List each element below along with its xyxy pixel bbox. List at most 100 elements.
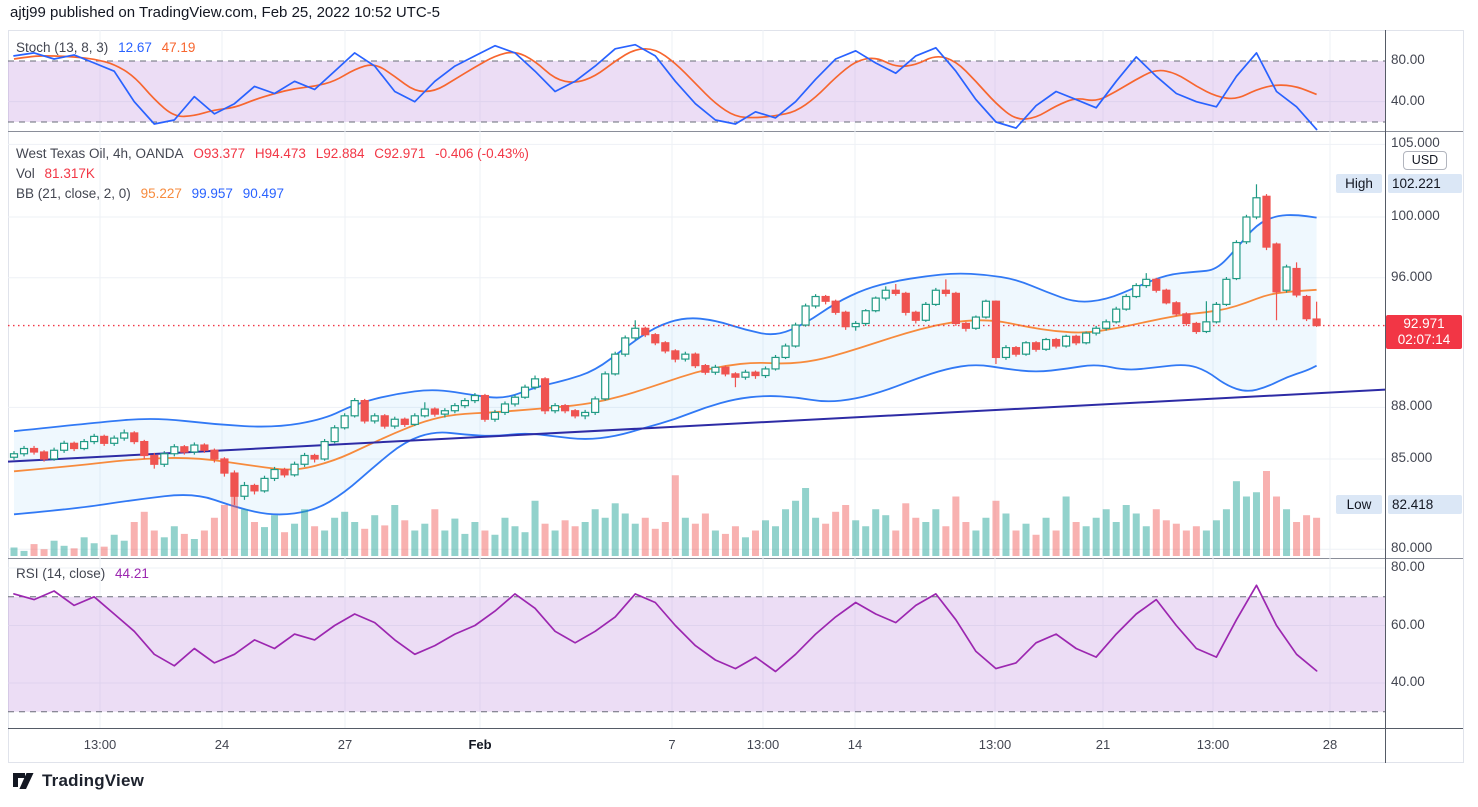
volume-bar (731, 526, 739, 556)
candle-body (1152, 278, 1161, 291)
volume-bar (792, 500, 800, 556)
volume-bar (661, 522, 669, 556)
volume-bar (611, 503, 619, 556)
separator-main-rsi[interactable] (8, 558, 1463, 559)
time-tick-label: 13:00 (83, 737, 117, 752)
volume-bar (30, 544, 38, 556)
bb-lower-line (13, 364, 1317, 516)
volume-bar (491, 534, 499, 556)
volume-bar (90, 543, 98, 556)
volume-bar (942, 526, 950, 556)
volume-bar (621, 513, 629, 556)
volume-bar (220, 505, 228, 556)
volume-bar (1303, 515, 1311, 556)
currency-badge[interactable]: USD (1403, 151, 1447, 170)
volume-bar (551, 530, 559, 556)
candle-body (991, 300, 1001, 359)
volume-bar (892, 530, 900, 556)
volume-bar (782, 509, 790, 556)
price-tick-label: 105.000 (1391, 135, 1440, 151)
candle-body (821, 295, 830, 302)
price-pane[interactable] (8, 131, 1385, 558)
candle-body (611, 353, 620, 375)
volume-bar (671, 475, 679, 556)
candle-body (540, 378, 550, 412)
candle-body (661, 342, 670, 352)
volume-bar (581, 522, 589, 556)
volume-bar (762, 520, 769, 556)
volume-bar (311, 526, 319, 556)
volume-bar (691, 523, 699, 556)
volume-bar (1263, 471, 1270, 556)
volume-bar (1082, 526, 1090, 556)
tradingview-logo-icon (13, 773, 34, 789)
volume-bar (70, 548, 78, 556)
candle-body (130, 432, 139, 443)
volume-bar (1212, 520, 1220, 556)
volume-bar (842, 505, 850, 556)
candle-body (260, 477, 269, 492)
candle-body (1041, 338, 1051, 350)
volume-bar (541, 523, 549, 556)
volume-bar (180, 533, 188, 556)
stochastic-pane[interactable] (8, 30, 1385, 131)
volume-bar (711, 530, 719, 556)
volume-bar (741, 537, 749, 556)
candle-body (1011, 347, 1021, 355)
volume-bar (1242, 496, 1250, 556)
candle-body (771, 356, 780, 370)
candle-body (641, 327, 650, 336)
volume-bar (1192, 526, 1200, 556)
candle-body (200, 444, 209, 451)
volume-bar (862, 526, 870, 556)
candle-body (470, 394, 480, 402)
candle-body (1001, 347, 1011, 359)
time-tick-label: 14 (847, 737, 863, 752)
tradingview-logo[interactable]: TradingView (12, 771, 144, 791)
volume-bar (631, 523, 639, 556)
volume-bar (361, 528, 369, 556)
volume-bar (60, 545, 68, 556)
candle-body (871, 297, 880, 312)
candle-body (190, 444, 199, 453)
volume-bar (1182, 530, 1190, 556)
candle-body (1182, 313, 1191, 325)
candle-body (140, 440, 149, 457)
candle-body (1192, 322, 1201, 333)
candle-body (901, 292, 910, 313)
candle-body (320, 440, 329, 460)
volume-bar (832, 511, 840, 556)
volume-bar (952, 496, 960, 556)
candle-body (1061, 335, 1071, 347)
last-price-countdown-badge: 92.971 02:07:14 (1386, 314, 1462, 349)
volume-bar (281, 532, 289, 556)
candle-body (400, 418, 409, 425)
published-header-title: ajtj99 published on TradingView.com, Feb… (10, 4, 440, 21)
separator-stoch-main[interactable] (8, 131, 1463, 132)
candle-body (100, 435, 109, 444)
rsi-tick-label: 40.00 (1391, 674, 1425, 689)
volume-bar (812, 517, 820, 556)
candle-body (80, 440, 89, 450)
volume-bar (371, 515, 379, 556)
candle-body (110, 437, 119, 444)
volume-bar (10, 547, 18, 556)
candle-body (180, 446, 189, 453)
rsi-pane[interactable] (8, 558, 1385, 728)
candle-body (210, 449, 219, 460)
volume-bar (1052, 530, 1060, 556)
candle-body (160, 453, 169, 465)
volume-bar (421, 523, 429, 556)
volume-bar (381, 525, 389, 556)
volume-bar (240, 509, 248, 556)
candle-body (240, 484, 249, 497)
candle-body (420, 408, 429, 417)
volume-bar (471, 522, 479, 556)
candle-body (671, 350, 680, 360)
rsi-line (13, 584, 1318, 673)
candle-body (931, 289, 940, 305)
volume-bar (1252, 492, 1260, 556)
volume-bar (681, 517, 689, 556)
candle-body (1302, 295, 1311, 320)
volume-bar (1313, 517, 1321, 556)
